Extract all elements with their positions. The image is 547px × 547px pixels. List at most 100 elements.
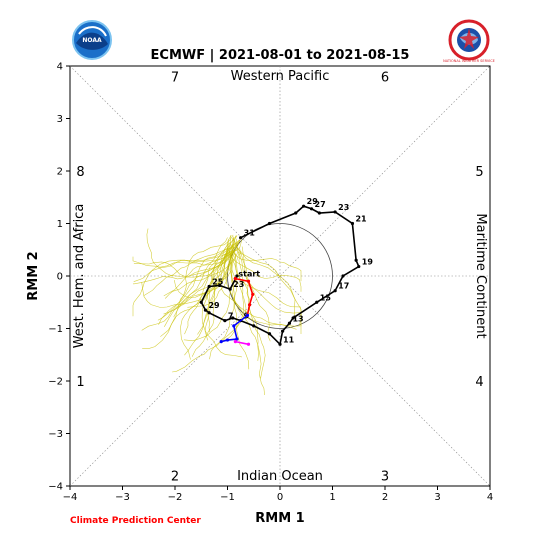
series-point <box>291 316 295 320</box>
series-point <box>341 274 345 278</box>
region-label-bottom: Indian Ocean <box>237 469 323 484</box>
series-point <box>233 277 237 281</box>
point-day-label: 19 <box>362 258 374 267</box>
series-point <box>223 319 227 323</box>
region-label-left: West. Hem. and Africa <box>72 204 87 349</box>
point-day-label: 23 <box>233 280 244 289</box>
ensemble-track <box>207 243 229 333</box>
series-point <box>246 279 251 283</box>
x-tick-label: −3 <box>115 492 130 503</box>
x-tick-label: −4 <box>63 492 78 503</box>
phase-number-label: 4 <box>475 375 483 390</box>
series-point <box>207 311 211 315</box>
phase-number-label: 8 <box>76 165 84 180</box>
nws-logo: NATIONAL WEATHER SERVICE <box>443 19 495 63</box>
series-point <box>251 292 255 296</box>
ensemble-track <box>184 239 240 356</box>
series-point <box>354 258 358 262</box>
ensemble-track <box>142 237 242 349</box>
credit-label: Climate Prediction Center <box>70 516 201 526</box>
series-point <box>357 264 361 269</box>
series-point <box>350 221 355 226</box>
x-tick-label: 4 <box>487 492 493 503</box>
point-day-label: 21 <box>355 215 367 224</box>
series-point <box>246 342 251 346</box>
x-tick-label: 1 <box>329 492 335 503</box>
series-point <box>235 274 239 278</box>
x-axis-title: RMM 1 <box>255 511 304 526</box>
series-point <box>233 340 237 344</box>
diagonal-line-1 <box>69 65 491 487</box>
series-point <box>309 207 314 211</box>
point-day-label: 25 <box>212 278 224 287</box>
ensemble-track <box>220 245 235 341</box>
ensemble-track <box>223 235 297 330</box>
ensemble-track <box>158 245 231 325</box>
x-tick-label: −2 <box>168 492 183 503</box>
y-tick-label: 1 <box>57 219 63 230</box>
nws-logo-text: NATIONAL WEATHER SERVICE <box>443 59 495 63</box>
x-tick-label: 2 <box>382 492 388 503</box>
series-point <box>225 338 230 342</box>
point-day-label: 29 <box>307 197 319 206</box>
y-axis-title: RMM 2 <box>26 251 41 300</box>
ensemble-track <box>229 235 302 282</box>
series-point <box>302 204 306 208</box>
series-point <box>317 211 321 215</box>
series-point <box>232 324 236 328</box>
plot-area: Western Pacific Indian Ocean West. Hem. … <box>69 65 491 487</box>
series-point <box>278 342 282 346</box>
point-day-label: 7 <box>228 312 234 321</box>
series-point <box>228 287 232 291</box>
x-tick-label: 3 <box>434 492 440 503</box>
series-point <box>333 289 337 293</box>
series-point <box>281 329 285 333</box>
phase-number-label: 3 <box>381 470 389 485</box>
series-point <box>247 303 252 307</box>
series-point <box>218 283 222 288</box>
point-day-label: 27 <box>315 200 326 209</box>
y-tick-label: 0 <box>57 272 63 283</box>
mjo-trajectory: 3129272321191715131197292523start <box>199 197 374 346</box>
y-tick-label: 2 <box>57 167 63 178</box>
phase-dividers <box>69 65 491 487</box>
chart-title: ECMWF | 2021-08-01 to 2021-08-15 <box>151 48 410 63</box>
point-day-label: 31 <box>244 229 256 238</box>
region-label-top: Western Pacific <box>231 69 330 84</box>
y-tick-label: −1 <box>48 324 63 335</box>
phase-number-label: 2 <box>171 470 179 485</box>
ensemble-track <box>229 242 302 326</box>
phase-number-label: 7 <box>171 71 179 86</box>
series-point <box>245 313 250 317</box>
phase-number-label: 6 <box>381 71 389 86</box>
ensemble-track <box>229 251 250 370</box>
point-day-label: 15 <box>320 293 332 302</box>
series-point <box>287 321 292 325</box>
series-point <box>267 221 272 226</box>
y-tick-label: 3 <box>57 114 63 125</box>
series-point <box>231 316 235 320</box>
ensemble-track <box>132 250 236 317</box>
ensemble-track <box>197 247 236 335</box>
phase-number-label: 5 <box>475 165 483 180</box>
ensemble-track <box>157 234 234 321</box>
x-tick-label: 0 <box>277 492 283 503</box>
noaa-logo: NOAA <box>72 20 112 60</box>
y-tick-label: −3 <box>48 429 63 440</box>
ensemble-track <box>229 243 265 396</box>
series-point <box>203 308 208 312</box>
point-day-label: 17 <box>338 282 349 291</box>
ensemble-track <box>146 228 237 277</box>
series-point <box>315 300 319 304</box>
region-label-right: Maritime Continent <box>473 213 488 338</box>
ensemble-track <box>163 247 240 297</box>
y-tick-label: −2 <box>48 377 63 388</box>
point-day-label: 29 <box>208 301 220 310</box>
series-point <box>333 210 337 214</box>
series-point <box>239 236 243 240</box>
series-line <box>235 340 249 346</box>
series-point <box>267 332 272 336</box>
